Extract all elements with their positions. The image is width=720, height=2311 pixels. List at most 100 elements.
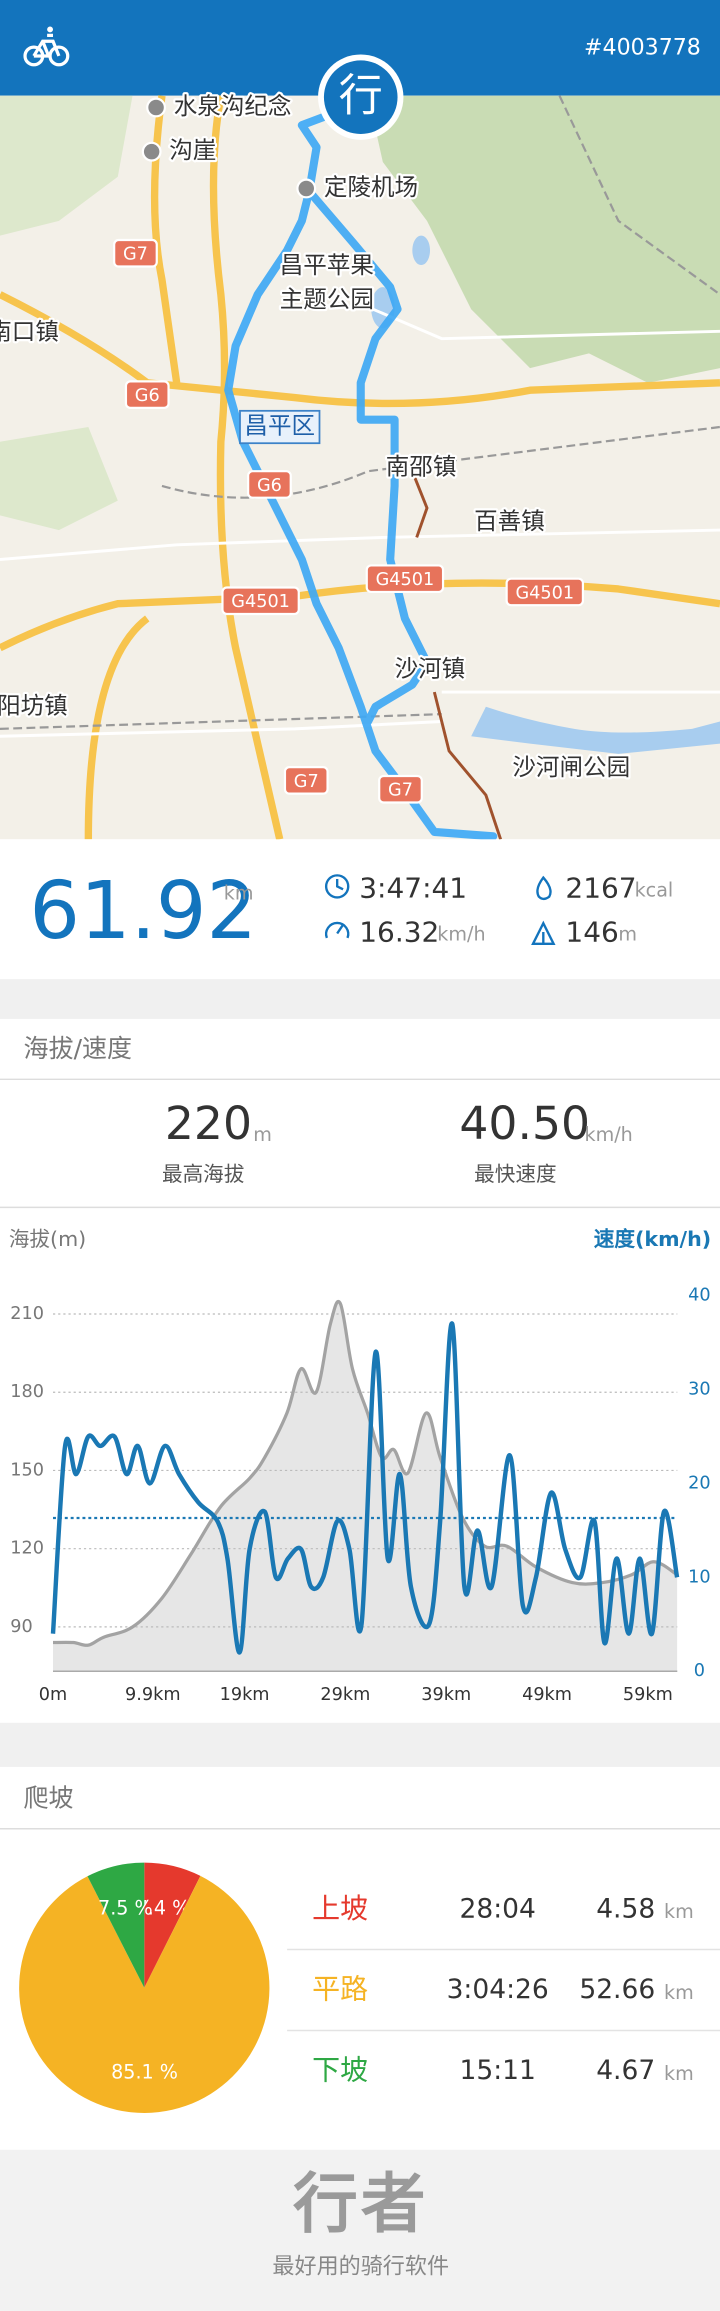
y2-axis-label: 速度(km/h)	[594, 1227, 711, 1251]
max-elevation: 220	[165, 1097, 252, 1150]
poi-icon	[146, 97, 167, 118]
max-elevation-unit: m	[253, 1123, 272, 1146]
place-label: 阳坊镇	[0, 691, 68, 719]
poi-icon	[296, 178, 317, 199]
x-tick-label: 49km	[522, 1685, 572, 1705]
map-marker[interactable]: 行	[318, 54, 404, 140]
section-title: 海拔/速度	[24, 1034, 132, 1063]
duration: 3:47:41	[359, 871, 467, 904]
place-label: 主题公园	[280, 285, 374, 313]
place-label: 昌平苹果	[280, 251, 374, 279]
x-tick-label: 19km	[220, 1685, 270, 1705]
gap	[0, 979, 720, 1019]
y2-tick-label: 10	[688, 1567, 710, 1587]
highway-shield: G4501	[505, 577, 585, 607]
y2-tick-label: 30	[688, 1380, 710, 1400]
y-tick-label: 150	[10, 1460, 44, 1480]
x-tick-label: 9.9km	[125, 1685, 181, 1705]
shield-box	[378, 774, 423, 804]
shield-label: G6	[135, 386, 160, 406]
section-title: 爬坡	[24, 1783, 74, 1812]
climb-time: 28:04	[459, 1893, 535, 1924]
climb: 146	[565, 916, 618, 949]
y2-tick-label: 40	[688, 1286, 710, 1306]
pie-label: 7.4 %	[136, 1896, 191, 1919]
poi-icon	[141, 141, 162, 162]
highway-shield: G4501	[221, 586, 300, 616]
shield-box	[505, 577, 585, 607]
shield-label: G4501	[515, 583, 574, 603]
shield-box	[113, 238, 158, 268]
shield-box	[221, 586, 300, 616]
y-axis-label: 海拔(m)	[9, 1227, 86, 1251]
shield-box	[247, 470, 292, 499]
climb-distance: 4.67	[596, 2055, 655, 2086]
place-label: 南邵镇	[386, 453, 457, 481]
place-label: 沙河闸公园	[512, 753, 630, 781]
place-label: 南口镇	[0, 317, 59, 345]
distance: 61.92	[29, 864, 257, 957]
y-tick-label: 180	[10, 1382, 44, 1402]
place-label: 水泉沟纪念	[174, 92, 292, 120]
max-speed-label: 最快速度	[474, 1162, 556, 1186]
highway-shield: G6	[247, 470, 292, 499]
activity-id: #4003778	[584, 36, 701, 61]
summary-icons	[324, 874, 556, 946]
highway-shield: G7	[283, 766, 329, 795]
highway-shield: G4501	[365, 564, 445, 594]
climb-type: 下坡	[312, 2054, 368, 2087]
calories-unit: kcal	[635, 878, 674, 901]
speed-line	[50, 1321, 680, 1655]
x-tick-label: 29km	[320, 1685, 370, 1705]
climb-distance: 4.58	[596, 1893, 655, 1924]
max-elevation-label: 最高海拔	[162, 1162, 244, 1186]
place-label: 百善镇	[474, 507, 545, 535]
y-tick-label: 210	[10, 1304, 44, 1324]
shield-label: G7	[123, 245, 148, 265]
x-tick-label: 39km	[421, 1685, 471, 1705]
shield-box	[283, 766, 329, 795]
pie-label: 85.1 %	[111, 2061, 178, 2084]
climb-unit: m	[618, 923, 637, 946]
avg-speed: 16.32	[359, 916, 439, 949]
map[interactable]	[0, 95, 720, 841]
y2-tick-label: 20	[688, 1473, 710, 1493]
pie-chart: 7.4 % 85.1 % 7.5 %	[19, 1862, 270, 2113]
district-text: 昌平区	[244, 412, 315, 440]
marker-label: 行	[339, 71, 383, 122]
climb-table: 上坡 28:04 4.58 km 平路 3:04:26 52.66 km 下坡 15:11 4.67…	[312, 1892, 694, 2087]
shield-label: G4501	[231, 592, 290, 612]
climb-distance: 52.66	[579, 1974, 655, 2005]
place-label: 沙河镇	[395, 654, 466, 682]
x-tick-label: 0m	[39, 1685, 67, 1705]
gap	[0, 1722, 720, 1767]
climb-type: 上坡	[312, 1892, 368, 1925]
line-chart: 90 120 150 180 210 0 10 20 30 40 0m 9.9km 19km 29km 39…	[10, 1286, 710, 1705]
district-box	[239, 409, 321, 445]
climb-type: 平路	[312, 1973, 368, 2006]
bike-icon[interactable]	[23, 26, 70, 67]
max-speed: 40.50	[459, 1097, 590, 1150]
distance-unit: km	[224, 881, 254, 904]
climb-time: 15:11	[459, 2055, 535, 2086]
y-tick-label: 120	[10, 1539, 44, 1559]
highway-shield: G6	[124, 380, 170, 409]
calories: 2167	[565, 871, 636, 904]
summary-panel	[0, 839, 720, 980]
climb-unit: km	[664, 1900, 694, 1923]
climb-time: 3:04:26	[447, 1974, 549, 2005]
highway-shield: G7	[113, 238, 158, 268]
footer-logo: 行者	[293, 2167, 428, 2242]
climb-unit: km	[664, 2062, 694, 2085]
highway-shield: G7	[378, 774, 423, 804]
shield-box	[124, 380, 170, 409]
y-tick-label: 90	[10, 1617, 32, 1637]
climb-unit: km	[664, 1981, 694, 2004]
footer-slogan: 最好用的骑行软件	[272, 2255, 449, 2280]
pie-slice	[144, 1862, 201, 1988]
pie-slice	[19, 1875, 270, 2113]
place-label: 沟崖	[169, 136, 216, 164]
pie-label: 7.5 %	[98, 1897, 153, 1920]
place-label: 定陵机场	[324, 173, 418, 201]
